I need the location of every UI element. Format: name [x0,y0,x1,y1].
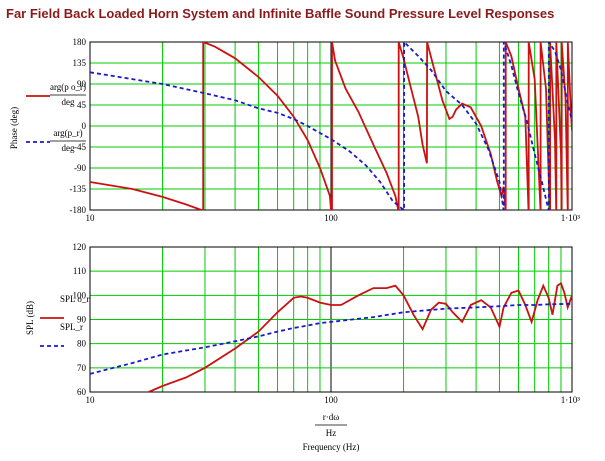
horn-series-line [148,281,572,392]
legend-baffle-phase-denominator: deg [62,143,75,153]
x-tick-label: 100 [324,213,338,223]
y-axis-label: SPL (dB) [25,301,35,335]
y-tick-label: 90 [77,79,87,89]
x-tick-label: 10 [86,213,96,223]
y-tick-label: -90 [74,163,86,173]
y-tick-label: 60 [77,387,87,397]
x-expr-numerator: r·dω [323,412,339,422]
x-axis-label: Frequency (Hz) [303,442,360,452]
x-expr-denominator: Hz [326,428,337,438]
y-tick-label: -135 [70,184,87,194]
baffle-series-line [90,302,572,375]
y-tick-label: 0 [82,121,87,131]
legend-baffle-spl-label: SPL_r [60,322,83,332]
legend-horn-spl-label: SPL o_r [60,294,89,304]
x-tick-label: 1·10³ [561,395,580,405]
y-tick-label: 80 [77,339,87,349]
y-tick-label: 70 [77,363,87,373]
horn-series-line [90,42,572,210]
y-tick-label: 110 [73,266,87,276]
y-axis-label: Phase (deg) [9,107,19,149]
x-tick-label: 1·10³ [561,213,580,223]
chart-title: Far Field Back Loaded Horn System and In… [6,6,555,21]
y-tick-label: 45 [77,100,87,110]
legend-baffle-phase-numerator: arg(p_r) [53,128,82,138]
y-tick-label: 120 [73,242,87,252]
legend-horn-phase-numerator: arg(p o_r) [50,82,86,92]
x-tick-label: 100 [324,395,338,405]
y-tick-label: 90 [77,315,87,325]
y-tick-label: 135 [73,58,87,68]
x-tick-label: 10 [86,395,96,405]
plot-frame [89,246,573,393]
y-tick-label: 100 [73,290,87,300]
y-tick-label: -45 [74,142,86,152]
y-tick-label: 180 [73,37,87,47]
y-tick-label: -180 [70,205,87,215]
legend-horn-phase-denominator: deg [62,97,75,107]
